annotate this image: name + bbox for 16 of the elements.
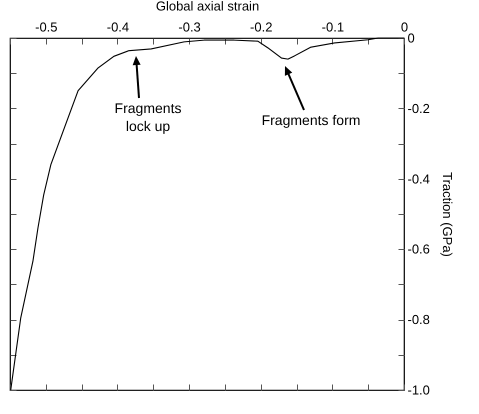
annotation: Fragments lock up — [114, 100, 182, 134]
x-tick-label: -0.3 — [178, 20, 201, 34]
line-series — [10, 37, 405, 391]
y-tick-label: -0.4 — [408, 171, 430, 186]
x-tick-label: -0.4 — [106, 20, 130, 34]
y-axis-title: Traction (GPa) — [440, 172, 455, 257]
x-tick-label: -0.2 — [250, 20, 272, 34]
x-tick-label: -0.1 — [322, 20, 344, 34]
y-tick-label: -0.8 — [408, 312, 430, 328]
y-tick-label: -0.6 — [408, 242, 430, 257]
y-tick-label: 0 — [408, 30, 415, 46]
x-axis-title: Global axial strain — [156, 0, 260, 14]
y-tick-label: -0.2 — [408, 100, 430, 116]
y-tick-label: -1.0 — [408, 382, 430, 398]
annotation: Fragments form — [262, 112, 360, 128]
x-tick-label: -0.5 — [35, 20, 58, 34]
